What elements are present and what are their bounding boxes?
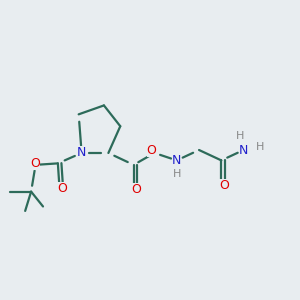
Text: O: O <box>57 182 67 194</box>
Text: N: N <box>77 146 86 160</box>
Text: H: H <box>172 169 181 179</box>
Text: O: O <box>219 178 229 192</box>
Text: O: O <box>132 183 142 196</box>
Text: H: H <box>236 131 244 141</box>
Text: O: O <box>146 144 156 157</box>
Text: N: N <box>172 154 182 167</box>
Text: O: O <box>30 157 40 170</box>
Text: H: H <box>256 142 264 152</box>
Text: N: N <box>239 143 248 157</box>
